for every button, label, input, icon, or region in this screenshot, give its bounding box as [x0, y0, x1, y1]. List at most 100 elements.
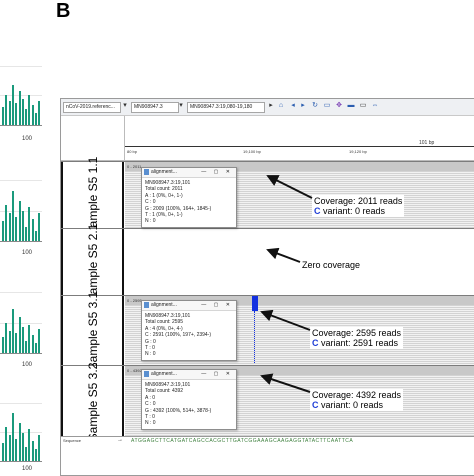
bar [38, 329, 41, 353]
popup-line: G : 4392 (100%, 514+, 3878-) [145, 407, 212, 414]
genome-dropdown[interactable]: nCoV-2019.referenc... [63, 102, 121, 113]
bar [5, 323, 8, 353]
annotation-sample-3: Coverage: 2595 reads C variant: 2591 rea… [310, 327, 404, 349]
sample-label-box: Sample S5 3.2 [61, 362, 124, 441]
x-axis [0, 241, 42, 242]
panel-label: B [56, 0, 71, 22]
gridline [0, 180, 42, 182]
region-of-interest-icon[interactable]: ▬ [347, 102, 355, 109]
gridline [0, 322, 42, 324]
locus-input[interactable]: MN908947.3:19,080-19,180 [187, 102, 265, 113]
alignment-popup[interactable]: alignment... — ▢ ✕ MN908947.3:19,101 Tot… [141, 300, 237, 361]
window-controls[interactable]: — ▢ ✕ [201, 169, 233, 175]
bar [35, 343, 37, 353]
gridline [0, 65, 42, 67]
gridline [0, 402, 42, 404]
window-controls[interactable]: — ▢ ✕ [201, 302, 233, 308]
annotation-line: Zero coverage [302, 260, 361, 270]
bar [25, 341, 28, 353]
popup-line: A : 4 (0%, 0+, 4-) [145, 325, 183, 332]
resize-icon[interactable]: ⇔ [371, 102, 379, 109]
sample-track-s5-1-1: Sample S5 1.1 0 - 2011 [61, 156, 474, 235]
strand-arrow-icon[interactable]: → [117, 437, 123, 443]
sample-track-s5-2-1: Sample S5 2.1 [61, 223, 474, 302]
annotation-sample-2: Zero coverage [300, 259, 362, 271]
annotation-line: Coverage: 2595 reads [312, 328, 402, 338]
popup-body: MN908947.3:19,101 Total count: 2595 A : … [142, 311, 236, 360]
alignment-popup[interactable]: alignment... — ▢ ✕ MN908947.3:19,101 Tot… [141, 369, 237, 430]
gridline [0, 292, 42, 294]
window-controls[interactable]: — ▢ ✕ [201, 371, 233, 377]
ruler-icon[interactable]: ▭ [323, 102, 331, 109]
annotation-line-2: C variant: 2591 reads [312, 338, 401, 348]
home-icon[interactable]: ⌂ [278, 102, 284, 109]
annotation-line: Coverage: 2011 reads [314, 196, 403, 206]
popup-line: Total count: 2595 [145, 319, 184, 326]
coverage-track[interactable] [125, 296, 474, 305]
bar [18, 201, 21, 241]
sample-label: Sample S5 3.2 [85, 362, 100, 441]
igv-window: nCoV-2019.referenc... ▾ MN908947.3 ▾ MN9… [60, 98, 474, 476]
bar [38, 435, 41, 461]
variant-read-marks [254, 311, 257, 363]
speech-bubble-icon[interactable]: ▭ [359, 102, 367, 109]
bar [5, 427, 8, 461]
bar [25, 447, 28, 461]
bar [38, 101, 41, 125]
popup-line: C : 2591 (100%, 197+, 2394-) [145, 332, 212, 339]
sample-label-box: Sample S5 2.1 [61, 223, 124, 302]
variant-coverage-bar[interactable] [252, 296, 258, 311]
annotation-text: variant: 0 reads [318, 400, 384, 410]
chevron-down-icon[interactable]: ▾ [179, 102, 183, 109]
annotation-sample-1: Coverage: 2011 reads C variant: 0 reads [312, 195, 405, 217]
bar [38, 213, 41, 241]
bar [2, 443, 4, 461]
bar [15, 103, 18, 125]
bar [35, 231, 37, 241]
bar [31, 441, 34, 461]
bar [25, 109, 28, 125]
popup-line: N : 0 [145, 351, 156, 358]
bar [28, 429, 31, 461]
popup-body: MN908947.3:19,101 Total count: 4392 A : … [142, 380, 236, 429]
bar [28, 207, 31, 241]
partial-bar-plot-3 [0, 262, 42, 354]
go-button[interactable]: ▸ [269, 102, 273, 109]
back-arrow-icon[interactable]: ◂ [291, 102, 295, 109]
axis-tick-label: 100 [22, 250, 33, 256]
popup-line: G : 0 [145, 338, 156, 345]
popup-line: N : 0 [145, 218, 156, 225]
bar [35, 113, 37, 125]
variant-letter: C [314, 206, 321, 216]
annotation-line: Coverage: 4392 reads [312, 390, 402, 400]
region-navigator-icon[interactable]: ✥ [336, 102, 342, 109]
app-icon [144, 169, 149, 175]
popup-line: Total count: 4392 [145, 388, 184, 395]
ruler-tick-label: 19,120 bp [349, 149, 367, 154]
annotation-text: variant: 2591 reads [318, 338, 399, 348]
ruler-track: 101 bp 80 bp 19,100 bp 19,120 bp [61, 116, 474, 161]
variant-letter: C [312, 400, 319, 410]
x-axis [0, 125, 42, 126]
popup-line: C : 0 [145, 199, 156, 206]
popup-line: C : 0 [145, 401, 156, 408]
annotation-text: variant: 0 reads [320, 206, 386, 216]
refresh-icon[interactable]: ↻ [312, 102, 318, 109]
axis-tick-label: 100 [22, 466, 33, 472]
axis-tick-label: 100 [22, 362, 33, 368]
bar [2, 107, 4, 125]
coverage-track[interactable] [125, 366, 474, 375]
coverage-track[interactable] [125, 162, 474, 171]
popup-titlebar: alignment... — ▢ ✕ [142, 168, 236, 178]
bar [11, 191, 14, 241]
alignment-popup[interactable]: alignment... — ▢ ✕ MN908947.3:19,101 Tot… [141, 167, 237, 228]
bar [11, 309, 14, 353]
annotation-line-2: C variant: 0 reads [314, 206, 402, 216]
chevron-down-icon[interactable]: ▾ [123, 102, 127, 109]
gridline [0, 210, 42, 212]
popup-line: A : 1 (0%, 0+, 1-) [145, 192, 183, 199]
bar [28, 95, 31, 125]
forward-arrow-icon[interactable]: ▸ [301, 102, 305, 109]
chromosome-dropdown[interactable]: MN908947.3 [131, 102, 179, 113]
popup-title: alignment... [151, 169, 177, 175]
